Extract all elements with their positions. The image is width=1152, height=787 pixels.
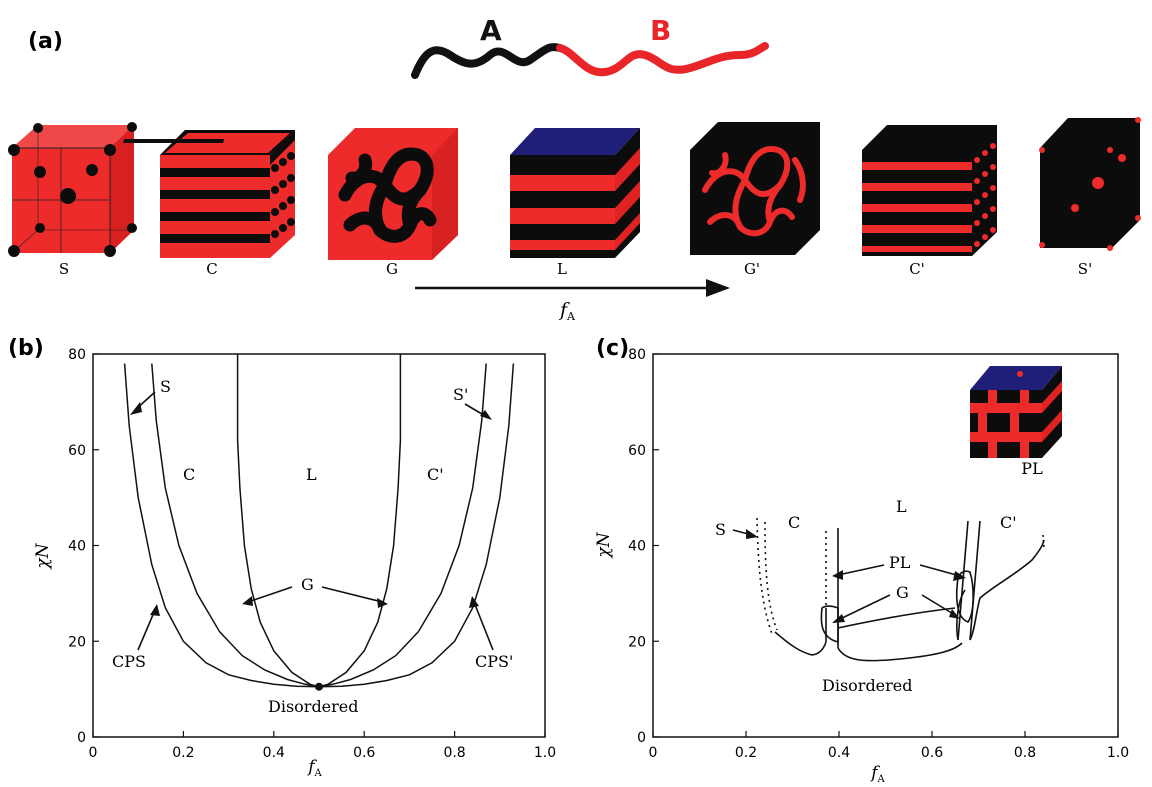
phase-label-c-c: C bbox=[788, 513, 800, 532]
structure-label-g-prime: G' bbox=[744, 260, 760, 278]
plot-c-xtick-label: 0.2 bbox=[735, 745, 757, 761]
plot-b-series-line bbox=[318, 363, 515, 688]
phase-label-pl: PL bbox=[889, 553, 911, 572]
block-b-label: B bbox=[650, 14, 671, 47]
plot-b-critical-point bbox=[315, 682, 323, 691]
plot-b-xtick-label: 0 bbox=[89, 745, 98, 761]
plot-c-boundaries bbox=[756, 517, 1045, 662]
cube-cylinder bbox=[122, 130, 295, 258]
plot-b-ytick-label: 40 bbox=[68, 539, 86, 555]
phase-label-l: L bbox=[306, 465, 317, 484]
phase-label-c-prime-c: C' bbox=[1000, 513, 1017, 532]
plot-c-xtick-label: 0 bbox=[649, 745, 658, 761]
phase-label-disordered: Disordered bbox=[268, 697, 359, 716]
block-b-segment bbox=[556, 42, 769, 77]
panel-a-label: (a) bbox=[28, 29, 63, 54]
cube-gyroid bbox=[328, 128, 458, 260]
structure-label-l: L bbox=[557, 260, 567, 278]
structure-label-c: C bbox=[206, 260, 217, 278]
plot-b-series-line bbox=[151, 363, 320, 688]
plot-b-series-line bbox=[123, 363, 320, 688]
plot-b-annotation-arrows bbox=[134, 391, 494, 651]
phase-label-disordered-c: Disordered bbox=[822, 676, 913, 695]
plot-c-ylabel: χN bbox=[594, 531, 614, 558]
cube-sphere bbox=[8, 122, 137, 257]
plot-c-xtick-label: 0.4 bbox=[828, 745, 850, 761]
inset-cube-pl bbox=[970, 366, 1062, 458]
plot-c-arrowheads bbox=[746, 529, 966, 623]
plot-b-ytick-label: 20 bbox=[68, 634, 86, 650]
structure-label-g: G bbox=[386, 260, 398, 278]
phase-label-s-c: S bbox=[715, 520, 726, 539]
plot-c-xlabel: fA bbox=[869, 763, 885, 785]
phase-label-c-prime: C' bbox=[427, 465, 444, 484]
plot-b-xtick-label: 0.8 bbox=[443, 745, 465, 761]
cube-lamellar bbox=[510, 128, 640, 258]
phase-label-c: C bbox=[183, 465, 195, 484]
plot-c-annotation-arrows bbox=[732, 529, 961, 621]
inset-label-pl: PL bbox=[1021, 459, 1043, 478]
copolymer-chain: A B bbox=[411, 14, 769, 79]
plot-c-ytick-label: 80 bbox=[628, 347, 646, 363]
plot-c-ytick-label: 40 bbox=[628, 539, 646, 555]
phase-label-s-prime: S' bbox=[453, 385, 468, 404]
plot-c-xtick-label: 1.0 bbox=[1107, 745, 1129, 761]
plot-b-ytick-label: 60 bbox=[68, 443, 86, 459]
plot-b-xtick-label: 0.6 bbox=[353, 745, 375, 761]
arrow-label: fA bbox=[558, 299, 576, 323]
plot-b-series-line bbox=[318, 354, 402, 688]
plot-c-xtick-label: 0.8 bbox=[1014, 745, 1036, 761]
chart-b: 0 0.2 0.4 0.6 0.8 1.0 0 20 40 60 80 χN fA S C L C'… bbox=[33, 347, 556, 779]
block-a-segment bbox=[411, 43, 564, 79]
panel-c-label: (c) bbox=[596, 336, 629, 361]
phase-label-s: S bbox=[160, 377, 171, 396]
cube-gyroid-inverse bbox=[690, 122, 820, 255]
composition-arrow bbox=[415, 279, 730, 297]
phase-label-g: G bbox=[301, 575, 314, 594]
plot-b-arrowheads bbox=[130, 402, 492, 616]
plot-c-ytick-label: 0 bbox=[637, 730, 646, 746]
plot-b-series-line bbox=[318, 363, 487, 688]
plot-b-xtick-label: 1.0 bbox=[534, 745, 556, 761]
phase-label-cps: CPS bbox=[112, 652, 146, 671]
plot-b-xtick-label: 0.2 bbox=[172, 745, 194, 761]
plot-b-series-line bbox=[236, 354, 320, 688]
plot-c-ytick-label: 20 bbox=[628, 634, 646, 650]
plot-c-ytick-label: 60 bbox=[628, 443, 646, 459]
block-a-label: A bbox=[480, 14, 502, 47]
plot-b-xlabel: fA bbox=[306, 757, 322, 779]
structure-label-s-prime: S' bbox=[1078, 260, 1092, 278]
plot-b-xtick-label: 0.4 bbox=[263, 745, 285, 761]
cube-sphere-inverse bbox=[1039, 117, 1141, 251]
structure-label-c-prime: C' bbox=[909, 260, 925, 278]
plot-b-ytick-label: 80 bbox=[68, 347, 86, 363]
plot-c-xtick-label: 0.6 bbox=[921, 745, 943, 761]
phase-label-g-c: G bbox=[896, 583, 909, 602]
phase-label-l-c: L bbox=[896, 497, 907, 516]
panel-b-label: (b) bbox=[8, 336, 44, 361]
plot-b-ylabel: χN bbox=[33, 542, 53, 569]
cube-cylinder-inverse bbox=[862, 125, 997, 256]
structure-label-s: S bbox=[59, 260, 69, 278]
chart-c: 0 0.2 0.4 0.6 0.8 1.0 0 20 40 60 80 χN fA bbox=[594, 347, 1129, 785]
plot-b-ytick-label: 0 bbox=[77, 730, 86, 746]
phase-label-cps-prime: CPS' bbox=[475, 652, 513, 671]
